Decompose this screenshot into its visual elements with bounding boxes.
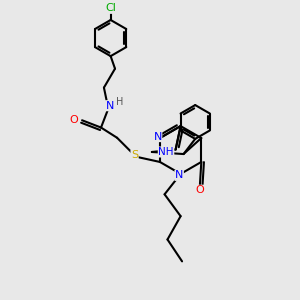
Text: N: N: [153, 132, 162, 142]
Text: S: S: [131, 150, 138, 160]
Text: Cl: Cl: [105, 3, 116, 13]
Text: N: N: [175, 170, 183, 180]
Text: O: O: [70, 115, 79, 125]
Text: O: O: [196, 185, 204, 195]
Text: NH: NH: [158, 147, 174, 157]
Text: N: N: [106, 101, 114, 111]
Text: H: H: [116, 97, 123, 107]
